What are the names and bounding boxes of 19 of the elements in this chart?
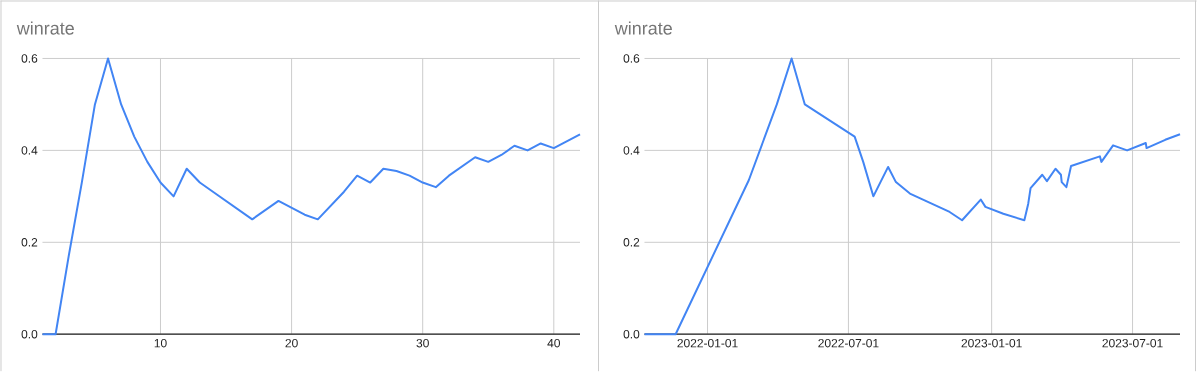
y-tick-label: 0.2: [21, 238, 38, 247]
y-tick-label: 0.0: [623, 330, 640, 339]
line-series: [643, 57, 1182, 336]
y-tick-label: 0.4: [21, 146, 38, 155]
chart-title: winrate: [614, 21, 672, 35]
x-tick-label: 30: [416, 339, 429, 348]
y-tick-label: 0.4: [623, 146, 640, 155]
x-tick-label: 2023-01-01: [961, 339, 1022, 348]
x-tick-label: 40: [547, 339, 561, 348]
x-tick-label: 20: [285, 339, 298, 348]
x-tick-label: 2022-01-01: [677, 339, 738, 348]
y-tick-label: 0.6: [623, 54, 640, 63]
y-tick-label: 0.2: [623, 238, 640, 247]
chart-title: winrate: [16, 21, 74, 35]
y-tick-label: 0.0: [21, 330, 38, 339]
x-tick-label: 2022-07-01: [818, 339, 879, 348]
x-tick-label: 2023-07-01: [1102, 339, 1163, 348]
x-tick-label: 10: [154, 339, 167, 348]
y-tick-label: 0.6: [21, 54, 38, 63]
